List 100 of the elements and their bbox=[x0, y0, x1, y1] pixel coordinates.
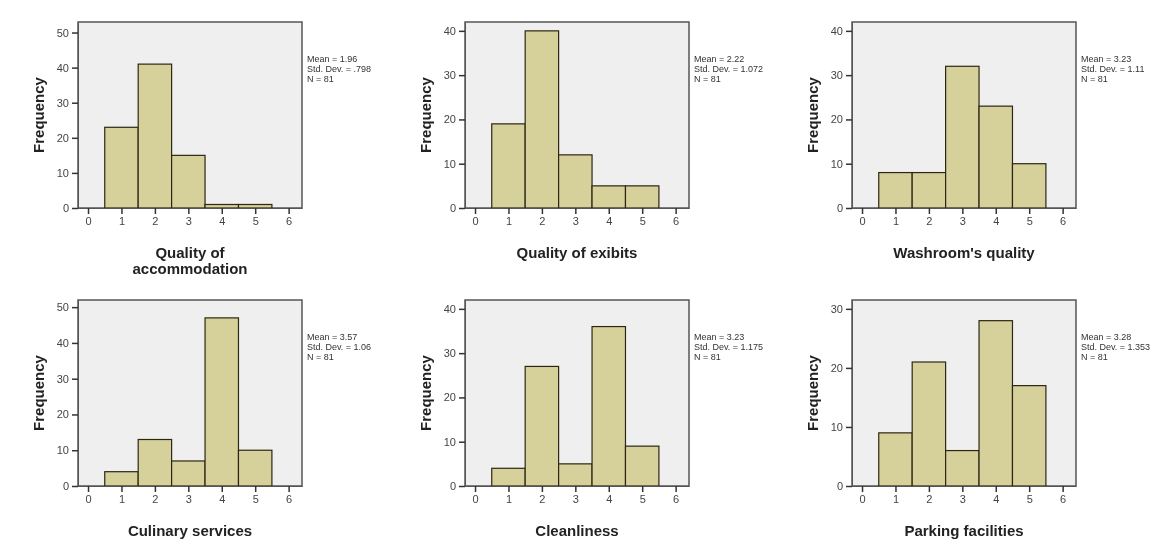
x-axis-title: Quality of accommodation bbox=[132, 244, 248, 277]
y-tick-label: 30 bbox=[830, 69, 843, 82]
text: N = 81 bbox=[694, 352, 721, 362]
y-axis-title: Frequency bbox=[30, 76, 47, 153]
x-tick-label: 6 bbox=[286, 492, 293, 505]
y-axis-title: Frequency bbox=[417, 354, 434, 431]
x-tick-label: 5 bbox=[1026, 214, 1033, 227]
y-tick-label: 10 bbox=[443, 435, 456, 448]
y-tick-label: 10 bbox=[830, 420, 843, 433]
text: Std. Dev. = 1.072 bbox=[694, 64, 764, 74]
text: Std. Dev. = .798 bbox=[307, 64, 372, 74]
x-tick-label: 3 bbox=[572, 214, 579, 227]
x-tick-label: 3 bbox=[959, 214, 966, 227]
x-tick-label: 4 bbox=[606, 214, 613, 227]
x-tick-label: 3 bbox=[572, 492, 579, 505]
y-tick-label: 20 bbox=[56, 408, 69, 421]
x-tick-label: 0 bbox=[85, 214, 92, 227]
x-axis-title: Culinary services bbox=[127, 522, 253, 539]
y-tick-label: 0 bbox=[62, 202, 69, 215]
text: N = 81 bbox=[1081, 74, 1108, 84]
y-tick-label: 40 bbox=[56, 61, 69, 74]
text: Mean = 1.96 bbox=[307, 54, 358, 64]
x-axis-title: Quality of exibits bbox=[516, 244, 638, 261]
x-tick-label: 0 bbox=[859, 492, 866, 505]
y-tick-label: 30 bbox=[56, 96, 69, 109]
text: Mean = 3.28 bbox=[1081, 332, 1132, 342]
y-tick-label: 0 bbox=[62, 480, 69, 493]
y-tick-label: 10 bbox=[830, 157, 843, 170]
y-axis-title: Frequency bbox=[30, 354, 47, 431]
text: N = 81 bbox=[307, 352, 334, 362]
x-tick-label: 4 bbox=[993, 492, 1000, 505]
y-tick-label: 20 bbox=[830, 361, 843, 374]
x-tick-label: 4 bbox=[219, 214, 226, 227]
text: Mean = 3.23 bbox=[1081, 54, 1132, 64]
y-tick-label: 20 bbox=[56, 131, 69, 144]
text: N = 81 bbox=[1081, 352, 1108, 362]
x-tick-label: 2 bbox=[926, 214, 933, 227]
x-tick-label: 6 bbox=[673, 492, 680, 505]
y-axis-title: Frequency bbox=[804, 354, 821, 431]
text: Mean = 3.23 bbox=[694, 332, 745, 342]
x-tick-label: 1 bbox=[118, 214, 126, 227]
x-tick-label: 5 bbox=[639, 214, 646, 227]
y-tick-label: 20 bbox=[830, 113, 843, 126]
text: Std. Dev. = 1.353 bbox=[1081, 342, 1151, 352]
text: Std. Dev. = 1.11 bbox=[1081, 64, 1145, 74]
y-tick-label: 10 bbox=[443, 157, 456, 170]
x-tick-label: 1 bbox=[892, 214, 900, 227]
x-tick-label: 2 bbox=[926, 492, 933, 505]
y-tick-label: 30 bbox=[56, 372, 69, 385]
x-tick-label: 5 bbox=[252, 492, 259, 505]
x-tick-label: 4 bbox=[993, 214, 1000, 227]
text: Std. Dev. = 1.175 bbox=[694, 342, 764, 352]
x-tick-label: 4 bbox=[606, 492, 613, 505]
y-tick-label: 40 bbox=[56, 336, 69, 349]
y-tick-label: 0 bbox=[836, 202, 843, 215]
x-tick-label: 1 bbox=[505, 492, 513, 505]
y-tick-label: 40 bbox=[443, 24, 456, 37]
x-axis-title: Washroom's quality bbox=[893, 244, 1036, 261]
y-tick-label: 0 bbox=[836, 480, 843, 493]
y-tick-label: 40 bbox=[830, 24, 843, 37]
x-axis-title: Cleanliness bbox=[535, 522, 619, 539]
x-tick-label: 2 bbox=[152, 492, 159, 505]
y-tick-label: 20 bbox=[443, 113, 456, 126]
x-tick-label: 5 bbox=[1026, 492, 1033, 505]
text: N = 81 bbox=[307, 74, 334, 84]
y-tick-label: 10 bbox=[56, 444, 69, 457]
y-axis-title: Frequency bbox=[417, 76, 434, 153]
x-tick-label: 3 bbox=[185, 214, 192, 227]
x-tick-label: 1 bbox=[505, 214, 513, 227]
y-tick-label: 40 bbox=[443, 302, 456, 315]
x-tick-label: 1 bbox=[892, 492, 900, 505]
y-tick-label: 0 bbox=[449, 202, 456, 215]
y-tick-label: 30 bbox=[443, 347, 456, 360]
y-tick-label: 10 bbox=[56, 166, 69, 179]
x-tick-label: 1 bbox=[118, 492, 126, 505]
x-tick-label: 2 bbox=[539, 214, 546, 227]
x-tick-label: 0 bbox=[472, 214, 479, 227]
text: Mean = 3.57 bbox=[307, 332, 358, 342]
x-tick-label: 0 bbox=[859, 214, 866, 227]
x-tick-label: 0 bbox=[472, 492, 479, 505]
x-tick-label: 6 bbox=[1060, 492, 1067, 505]
x-tick-label: 6 bbox=[286, 214, 293, 227]
x-tick-label: 5 bbox=[639, 492, 646, 505]
y-tick-label: 30 bbox=[443, 69, 456, 82]
x-tick-label: 3 bbox=[959, 492, 966, 505]
y-axis-title: Frequency bbox=[804, 76, 821, 153]
x-tick-label: 3 bbox=[185, 492, 192, 505]
text: Mean = 2.22 bbox=[694, 54, 745, 64]
x-tick-label: 5 bbox=[252, 214, 259, 227]
x-tick-label: 4 bbox=[219, 492, 226, 505]
x-tick-label: 0 bbox=[85, 492, 92, 505]
y-tick-label: 0 bbox=[449, 480, 456, 493]
x-tick-label: 6 bbox=[1060, 214, 1067, 227]
x-tick-label: 6 bbox=[673, 214, 680, 227]
x-tick-label: 2 bbox=[539, 492, 546, 505]
y-tick-label: 30 bbox=[830, 302, 843, 315]
text: N = 81 bbox=[694, 74, 721, 84]
x-tick-label: 2 bbox=[152, 214, 159, 227]
text: Std. Dev. = 1.06 bbox=[307, 342, 372, 352]
y-tick-label: 20 bbox=[443, 391, 456, 404]
